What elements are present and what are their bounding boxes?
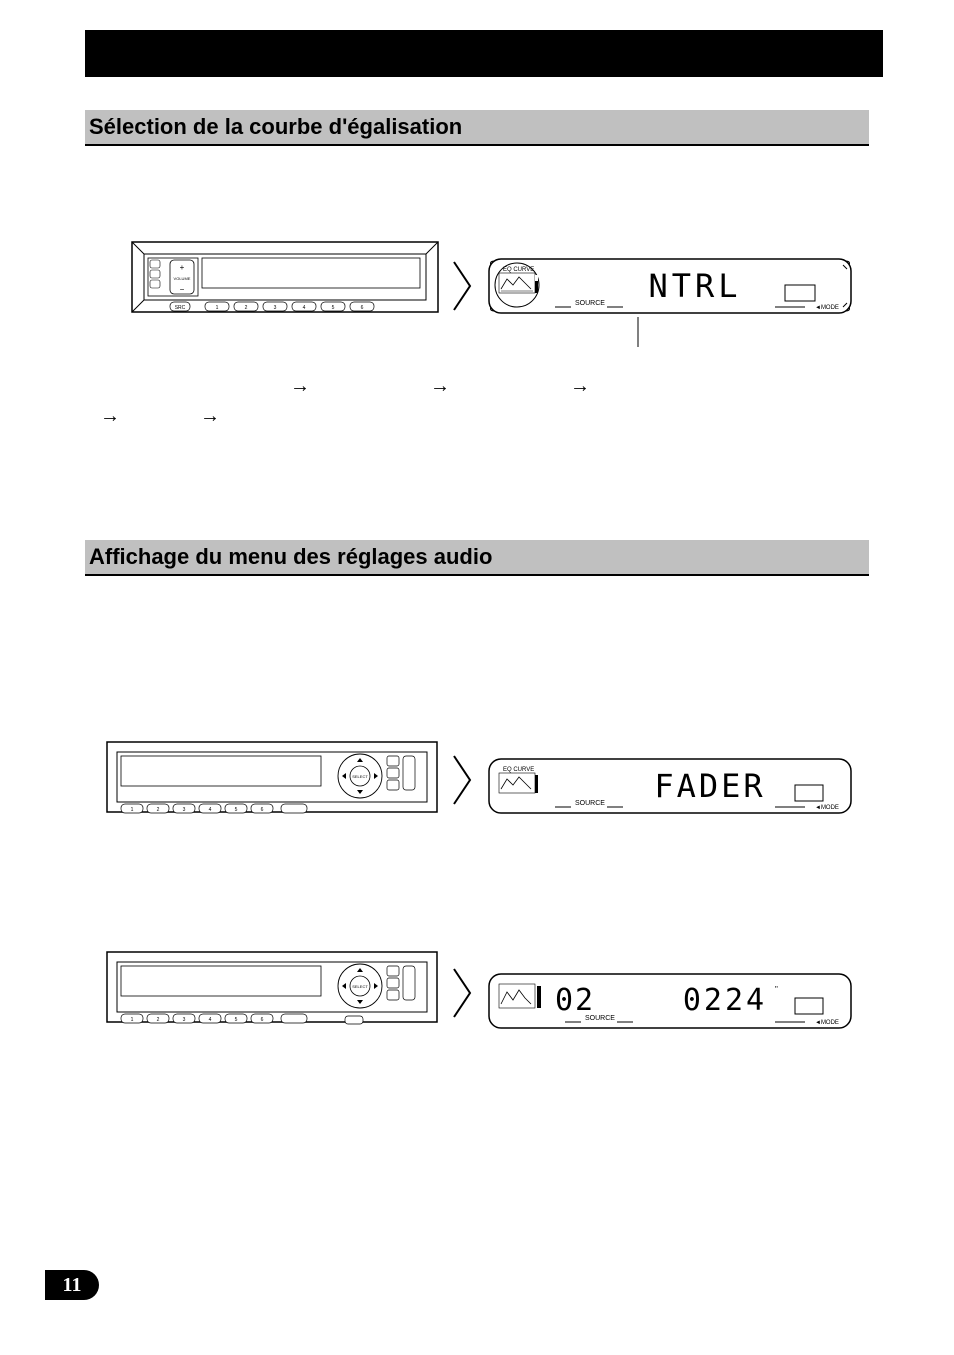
- svg-text:SOURCE: SOURCE: [575, 800, 605, 807]
- page-number-text: 11: [63, 1274, 82, 1297]
- svg-text:4: 4: [209, 807, 212, 813]
- svg-text:SELECT: SELECT: [352, 984, 368, 989]
- svg-text:◄MODE: ◄MODE: [815, 805, 839, 811]
- svg-text:4: 4: [209, 1017, 212, 1023]
- arrow-1: →: [100, 405, 120, 428]
- svg-text:VOLUME: VOLUME: [174, 276, 191, 281]
- display1-text: NTRL: [648, 267, 741, 305]
- top-black-bar: [85, 30, 883, 77]
- svg-text:3: 3: [274, 305, 277, 311]
- arrow-5: →: [570, 375, 590, 398]
- arrow-2: →: [200, 405, 220, 428]
- arrow-3: →: [290, 375, 310, 398]
- section1-title: Sélection de la courbe d'égalisation: [89, 114, 462, 139]
- page-number: 11: [45, 1270, 99, 1300]
- svg-text:3: 3: [183, 807, 186, 813]
- display3-text-right: 0224: [683, 983, 767, 1018]
- svg-text:6: 6: [261, 1017, 264, 1023]
- svg-text:◄MODE: ◄MODE: [815, 305, 839, 311]
- svg-text:5: 5: [235, 807, 238, 813]
- svg-text:−: −: [180, 285, 185, 294]
- device-illustration-3: SELECT 1 2 3 4 5 6: [105, 950, 440, 1040]
- svg-text:SOURCE: SOURCE: [575, 300, 605, 307]
- svg-text:EQ CURVE: EQ CURVE: [503, 267, 534, 273]
- svg-text:5: 5: [332, 305, 335, 311]
- section2-title: Affichage du menu des réglages audio: [89, 544, 492, 569]
- svg-text:1: 1: [216, 305, 219, 311]
- svg-text:2: 2: [245, 305, 248, 311]
- chevron-icon-1: [450, 258, 476, 314]
- svg-text:EQ CURVE: EQ CURVE: [503, 767, 534, 773]
- svg-text:SRC: SRC: [175, 305, 186, 311]
- chevron-icon-3: [450, 965, 476, 1021]
- display-panel-3: SOURCE 02 0224 " ◄MODE: [485, 970, 855, 1032]
- device-illustration-1: + VOLUME − SRC 1 2 3 4 5 6: [130, 240, 440, 330]
- svg-text:1: 1: [131, 1017, 134, 1023]
- svg-text:2: 2: [157, 807, 160, 813]
- svg-text:1: 1: [131, 807, 134, 813]
- device-illustration-2: SELECT 1 2 3 4 5 6: [105, 740, 440, 830]
- section1-header: Sélection de la courbe d'égalisation: [85, 110, 869, 146]
- chevron-icon-2: [450, 752, 476, 808]
- svg-text:6: 6: [261, 807, 264, 813]
- svg-text:3: 3: [183, 1017, 186, 1023]
- svg-text:+: +: [180, 263, 185, 272]
- display3-text-left: 02: [555, 983, 595, 1018]
- svg-text:5: 5: [235, 1017, 238, 1023]
- pointer-line-1: [620, 315, 660, 355]
- section2-header: Affichage du menu des réglages audio: [85, 540, 869, 576]
- svg-text:SELECT: SELECT: [352, 774, 368, 779]
- arrow-4: →: [430, 375, 450, 398]
- svg-text:◄MODE: ◄MODE: [815, 1020, 839, 1026]
- display-panel-2: EQ CURVE SOURCE FADER ◄MODE: [485, 755, 855, 817]
- svg-text:": ": [775, 985, 778, 994]
- svg-text:4: 4: [303, 305, 306, 311]
- svg-text:2: 2: [157, 1017, 160, 1023]
- display2-text: FADER: [654, 767, 765, 805]
- svg-text:6: 6: [361, 305, 364, 311]
- display-panel-1: EQ CURVE SOURCE NTRL ◄MODE: [485, 255, 855, 317]
